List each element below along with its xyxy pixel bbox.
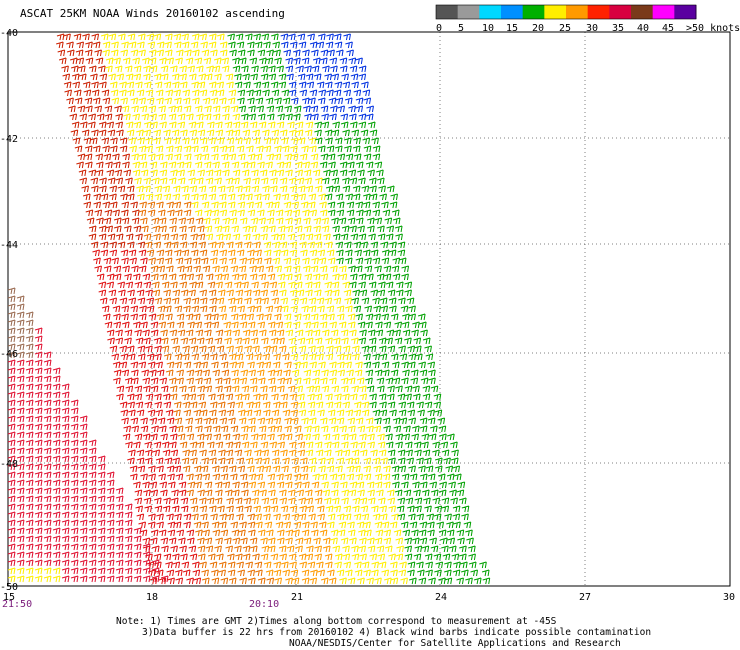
legend-swatch (674, 5, 697, 19)
legend-label: 0 (436, 23, 442, 34)
note-line-2: 3)Data buffer is 22 hrs from 20160102 4)… (142, 627, 652, 638)
legend-label: 25 (559, 23, 571, 34)
latitude-tick: -44 (0, 240, 18, 251)
legend-label: 30 (586, 23, 598, 34)
legend-label: 10 (482, 23, 494, 34)
longitude-tick: 24 (435, 592, 447, 603)
longitude-tick: 30 (723, 592, 735, 603)
latitude-labels: -40 -42 -44 -46 -48 -50 (0, 28, 18, 593)
note-line-3: NOAA/NESDIS/Center for Satellite Applica… (289, 638, 621, 649)
legend-swatch (457, 5, 480, 19)
legend-swatch (479, 5, 502, 19)
legend-swatch (501, 5, 524, 19)
legend-labels: 0 5 10 15 20 25 30 35 40 45 >50 knots (436, 23, 740, 34)
wind-barbs (7, 33, 491, 585)
legend-swatch (631, 5, 654, 19)
longitude-tick: 18 (146, 592, 158, 603)
map-title: ASCAT 25KM NOAA Winds 20160102 ascending (20, 7, 285, 20)
legend-label: 5 (458, 23, 464, 34)
legend-swatch (652, 5, 675, 19)
longitude-tick: 21 (291, 592, 303, 603)
legend-label: >50 knots (686, 23, 740, 34)
legend-swatch (609, 5, 632, 19)
legend-label: 20 (532, 23, 544, 34)
note-line-1: Note: 1) Times are GMT 2)Times along bot… (116, 616, 557, 627)
latitude-tick: -40 (0, 28, 18, 39)
longitude-labels: 15 18 21 24 27 30 (3, 592, 735, 603)
latitude-tick: -48 (0, 459, 18, 470)
legend-label: 45 (662, 23, 674, 34)
latitude-tick: -42 (0, 134, 18, 145)
latitude-tick: -46 (0, 349, 18, 360)
legend-color-bar (435, 4, 697, 20)
legend-label: 35 (612, 23, 624, 34)
time-label-center: 20:10 (249, 599, 279, 610)
legend-label: 40 (637, 23, 649, 34)
longitude-tick: 15 (3, 592, 15, 603)
legend-swatch (587, 5, 610, 19)
plot-frame (7, 31, 731, 587)
legend-swatch (522, 5, 545, 19)
legend-swatch (544, 5, 567, 19)
latitude-tick: -50 (0, 582, 18, 593)
legend-swatch (566, 5, 589, 19)
legend-label: 15 (506, 23, 518, 34)
legend-swatch (436, 5, 459, 19)
longitude-tick: 27 (579, 592, 591, 603)
time-label-left: 21:50 (2, 599, 32, 610)
